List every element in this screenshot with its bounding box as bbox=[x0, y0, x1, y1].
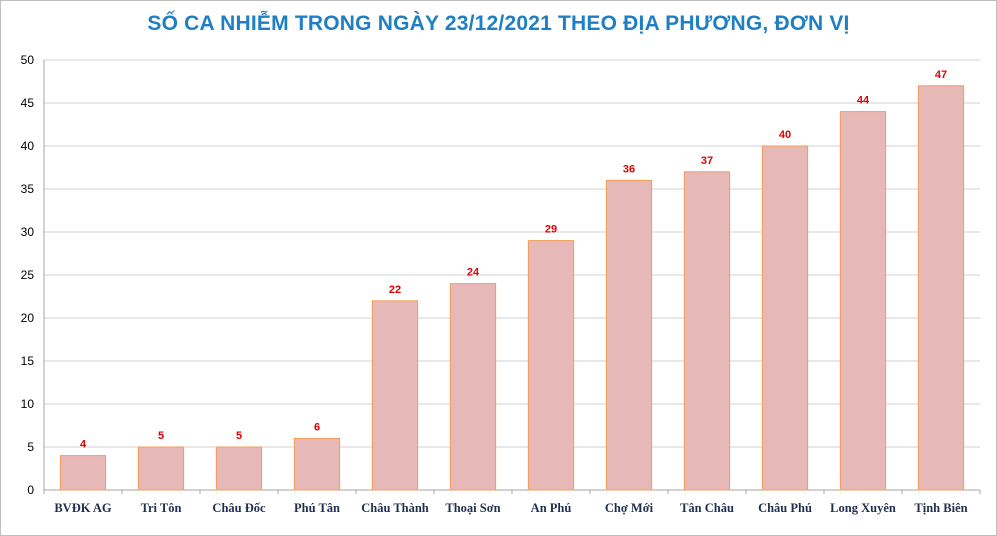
data-label: 24 bbox=[467, 267, 480, 279]
y-tick-label: 15 bbox=[21, 354, 35, 368]
x-tick-label: Thoại Sơn bbox=[445, 501, 500, 515]
y-tick-label: 5 bbox=[27, 440, 34, 454]
x-tick-label: BVĐK AG bbox=[54, 501, 112, 515]
data-label: 5 bbox=[236, 430, 242, 442]
bar bbox=[917, 85, 965, 491]
data-label: 44 bbox=[857, 95, 870, 107]
data-label: 29 bbox=[545, 224, 557, 236]
data-label: 4 bbox=[80, 439, 87, 451]
y-tick-label: 0 bbox=[27, 483, 34, 497]
chart-title: SỐ CA NHIỄM TRONG NGÀY 23/12/2021 THEO Đ… bbox=[147, 12, 850, 35]
x-tick-label: Châu Đốc bbox=[212, 501, 266, 515]
y-tick-label: 35 bbox=[21, 182, 35, 196]
y-tick-label: 10 bbox=[21, 397, 35, 411]
y-tick-label: 30 bbox=[21, 225, 35, 239]
x-tick-label: An Phú bbox=[531, 501, 572, 515]
bar bbox=[215, 446, 263, 491]
y-tick-label: 40 bbox=[21, 139, 35, 153]
bar bbox=[449, 283, 497, 491]
x-tick-label: Châu Phú bbox=[758, 501, 812, 515]
bar bbox=[839, 111, 887, 491]
data-label: 5 bbox=[158, 430, 164, 442]
y-tick-label: 25 bbox=[21, 268, 35, 282]
bar bbox=[59, 455, 107, 491]
data-label: 6 bbox=[314, 421, 320, 433]
bar bbox=[761, 145, 809, 491]
x-tick-label: Tri Tôn bbox=[141, 501, 182, 515]
y-tick-label: 20 bbox=[21, 311, 35, 325]
bar bbox=[683, 171, 731, 491]
data-label: 40 bbox=[779, 129, 791, 141]
data-label: 37 bbox=[701, 155, 713, 167]
data-label: 22 bbox=[389, 284, 401, 296]
bar bbox=[527, 240, 575, 491]
bar bbox=[137, 446, 185, 491]
y-tick-label: 50 bbox=[21, 53, 35, 67]
bar bbox=[293, 437, 341, 491]
y-tick-label: 45 bbox=[21, 96, 35, 110]
x-tick-label: Tịnh Biên bbox=[914, 501, 967, 515]
data-label: 47 bbox=[935, 69, 947, 81]
bar bbox=[605, 179, 653, 491]
x-tick-label: Chợ Mới bbox=[605, 501, 654, 515]
x-tick-label: Châu Thành bbox=[361, 501, 429, 515]
x-tick-label: Long Xuyên bbox=[830, 501, 896, 515]
x-tick-label: Tân Châu bbox=[680, 501, 734, 515]
data-label: 36 bbox=[623, 163, 635, 175]
x-tick-label: Phú Tân bbox=[294, 501, 340, 515]
bar bbox=[371, 300, 419, 491]
